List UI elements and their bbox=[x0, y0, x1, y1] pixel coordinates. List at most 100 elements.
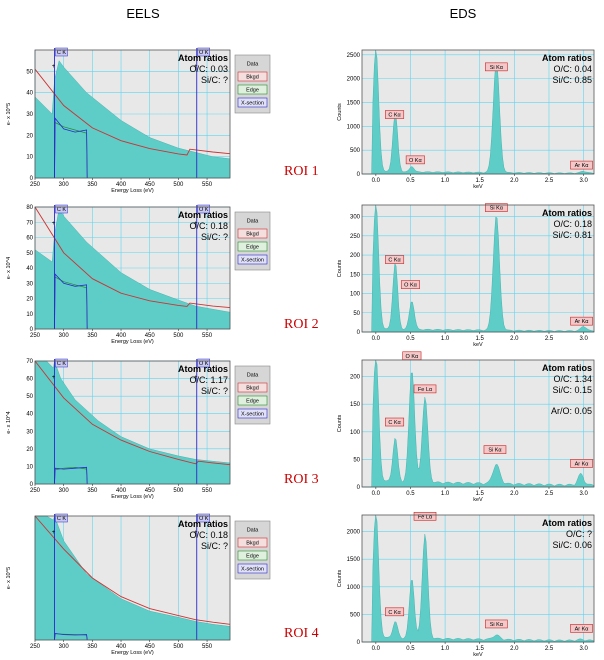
eels-3-ylabel: e- x 10^4 bbox=[6, 411, 12, 433]
eels-2-legend-label-2: Edge bbox=[246, 245, 259, 251]
eds-1-panel: C Kα O Kα Si Kα Ar Kα 0.0 0.5 1.0 1.5 2.0 2.5 3.0 0… bbox=[337, 49, 595, 190]
eds-4-peak-tag-0: Fe Lα bbox=[418, 514, 433, 520]
eels-1-ytick-label-5: 50 bbox=[26, 69, 33, 75]
eels-4-edge-cross-1: + bbox=[194, 530, 198, 536]
eels-2-ytick-label-4: 40 bbox=[26, 266, 33, 272]
roi-label-1: ROI 1 bbox=[284, 164, 319, 179]
eds-3-frame bbox=[361, 359, 595, 488]
eels-3-ratio-0: O/C: 1.17 bbox=[189, 375, 228, 385]
eds-2-ratio-0: O/C: 0.18 bbox=[553, 219, 592, 229]
eels-3-edge-tag-1: O K bbox=[199, 361, 209, 367]
eels-1-data-series bbox=[34, 60, 231, 179]
eels-1-edge-cross-1: + bbox=[194, 64, 198, 70]
eels-1-legend-chip-1 bbox=[237, 71, 268, 82]
eds-4-panel: Fe Lα C Kα Si Kα Ar Kα 0.0 0.5 1.0 1.5 2.0 2.5 3.0… bbox=[337, 511, 595, 658]
eds-2-ytick-label-2: 100 bbox=[350, 292, 361, 298]
eels-2-xtick-label-6: 550 bbox=[202, 333, 213, 339]
eels-1-legend-chip-3 bbox=[237, 97, 268, 108]
eels-1-xtick-label-2: 350 bbox=[87, 182, 98, 188]
eds-3-peak-tag-box-0 bbox=[385, 417, 405, 427]
eels-1-xtick-label-3: 400 bbox=[116, 182, 127, 188]
eels-4-ylabel: e- x 10^5 bbox=[6, 567, 12, 589]
eds-1-xtick-label-1: 0.5 bbox=[406, 178, 415, 184]
eels-3-data-series bbox=[34, 360, 231, 485]
eels-2-ytick-label-3: 30 bbox=[26, 281, 33, 287]
eds-2-xtick-label-3: 1.5 bbox=[476, 336, 485, 342]
eds-4-ratio-title: Atom ratios bbox=[542, 518, 592, 528]
eds-3-peak-tag-1: O Kα bbox=[406, 354, 419, 360]
eds-2-xtick-label-1: 0.5 bbox=[406, 336, 415, 342]
eels-1-frame bbox=[34, 49, 231, 179]
eds-1-peak-tag-0: C Kα bbox=[388, 113, 401, 119]
eds-1-ytick-label-4: 2000 bbox=[347, 77, 361, 83]
eds-3-ratio-2: Ar/O: 0.05 bbox=[551, 406, 592, 416]
eds-2-spectrum bbox=[362, 204, 595, 333]
eels-1-legend-label-1: Bkgd bbox=[246, 75, 259, 81]
eels-1-edge-cross-0: + bbox=[52, 64, 56, 70]
eds-4-peak-tag-2: Si Kα bbox=[490, 622, 504, 628]
eds-3-peak-tag-2: Fe Lα bbox=[418, 387, 433, 393]
eds-1-peak-tag-1: O Kα bbox=[409, 158, 422, 164]
eds-2-xtick-label-2: 1.0 bbox=[441, 336, 450, 342]
eels-column-title: EELS bbox=[126, 6, 160, 21]
eels-2-panel: C K + O K +250 300 350 400 450 500 550 0 10 20 30 40 50… bbox=[6, 204, 271, 345]
eels-4-ratio-1: Si/C: ? bbox=[201, 541, 228, 551]
eels-3-legend-label-1: Bkgd bbox=[246, 386, 259, 392]
eds-4-xtick-label-1: 0.5 bbox=[406, 646, 415, 652]
eels-1-xtick-label-5: 500 bbox=[173, 182, 184, 188]
eds-1-peak-tag-2: Si Kα bbox=[490, 65, 504, 71]
eds-1-ratio-0: O/C: 0.04 bbox=[553, 64, 592, 74]
eds-1-peak-tag-box-2 bbox=[485, 62, 508, 72]
eds-3-xtick-label-3: 1.5 bbox=[476, 491, 485, 497]
eds-3-ratio-0: O/C: 1.34 bbox=[553, 374, 592, 384]
eels-2-legend-chip-0 bbox=[238, 216, 267, 225]
eels-3-ytick-label-5: 50 bbox=[26, 394, 33, 400]
eds-1-xtick-label-6: 3.0 bbox=[579, 178, 588, 184]
eels-2-edge-cross-0: + bbox=[52, 221, 56, 227]
eels-1-xlabel: Energy Loss (eV) bbox=[111, 188, 154, 194]
eds-4-peak-tag-box-0 bbox=[413, 511, 437, 521]
eds-4-peak-tag-box-2 bbox=[485, 619, 508, 629]
eels-3-xtick-label-0: 250 bbox=[30, 488, 41, 494]
eds-2-ytick-label-3: 150 bbox=[350, 272, 361, 278]
eels-3-panel: C K + O K +250 300 350 400 450 500 550 0 10 20 30 40 50… bbox=[6, 358, 271, 500]
eels-2-edge-tag-1: O K bbox=[199, 207, 209, 213]
eels-1-edge-tag-1: O K bbox=[199, 50, 209, 56]
eels-4-xtick-label-3: 400 bbox=[116, 644, 127, 650]
eds-1-xtick-label-0: 0.0 bbox=[372, 178, 381, 184]
eels-4-xlabel: Energy Loss (eV) bbox=[111, 650, 154, 656]
eels-2-edge-tag-box-0 bbox=[55, 204, 68, 214]
eels-3-edge-cross-1: + bbox=[194, 375, 198, 381]
eds-1-xtick-label-5: 2.5 bbox=[545, 178, 554, 184]
eds-2-peak-tag-1: O Kα bbox=[404, 283, 417, 289]
eels-4-legend-label-0: Data bbox=[247, 528, 260, 534]
eds-4-peak-tag-3: Ar Kα bbox=[575, 626, 590, 632]
eds-4-plot-area bbox=[362, 515, 594, 642]
eels-2-legend-label-1: Bkgd bbox=[246, 232, 259, 238]
eels-1-edge-tag-box-0 bbox=[55, 47, 68, 57]
eels-2-legend-chip-3 bbox=[237, 254, 268, 265]
eels-1-ytick-label-3: 30 bbox=[26, 112, 33, 118]
eds-1-peak-tag-box-3 bbox=[570, 160, 593, 170]
eels-1-legend-label-0: Data bbox=[247, 62, 260, 68]
eds-3-xtick-label-6: 3.0 bbox=[579, 491, 588, 497]
eels-2-ytick-label-0: 0 bbox=[30, 327, 34, 333]
eds-2-xtick-label-5: 2.5 bbox=[545, 336, 554, 342]
eels-4-frame bbox=[34, 515, 231, 641]
eds-3-xtick-label-2: 1.0 bbox=[441, 491, 450, 497]
eds-3-panel: C Kα O Kα Fe Lα Si Kα Ar Kα 0.0 0.5 1.0 1.5 2.0 2.… bbox=[337, 351, 595, 503]
eds-3-ratio-1: Si/C: 0.15 bbox=[552, 385, 592, 395]
eds-4-ytick-label-0: 0 bbox=[357, 640, 361, 646]
eds-3-ytick-label-1: 50 bbox=[353, 457, 360, 463]
eels-1-edge-tag-0: C K bbox=[57, 50, 67, 56]
eels-4-xtick-label-2: 350 bbox=[87, 644, 98, 650]
eels-1-edge-tag-box-1 bbox=[197, 47, 210, 57]
eds-4-xtick-label-2: 1.0 bbox=[441, 646, 450, 652]
eels-2-ratio-1: Si/C: ? bbox=[201, 232, 228, 242]
eels-3-xtick-label-2: 350 bbox=[87, 488, 98, 494]
eels-1-xtick-label-6: 550 bbox=[202, 182, 213, 188]
eels-2-xtick-label-4: 450 bbox=[145, 333, 156, 339]
eels-3-ytick-label-7: 70 bbox=[26, 359, 33, 365]
eels-4-legend-chip-3 bbox=[237, 563, 268, 574]
